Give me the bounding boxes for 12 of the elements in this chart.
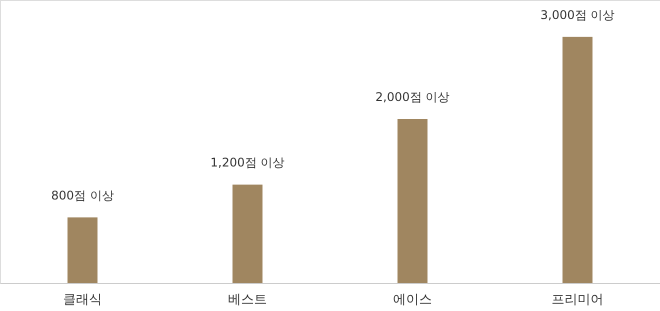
x-tick-label: 에이스 <box>393 292 432 308</box>
x-tick-label: 베스트 <box>228 292 267 308</box>
bar <box>398 118 428 283</box>
bar <box>562 36 592 283</box>
bar <box>68 217 98 283</box>
data-label: 800점 이상 <box>51 188 114 202</box>
data-label: 1,200점 이상 <box>210 156 285 170</box>
x-tick-label: 클래식 <box>63 292 102 308</box>
bar <box>232 184 262 283</box>
data-label: 2,000점 이상 <box>375 90 450 104</box>
x-tick-label: 프리미어 <box>552 292 604 308</box>
data-label: 3,000점 이상 <box>540 8 615 22</box>
